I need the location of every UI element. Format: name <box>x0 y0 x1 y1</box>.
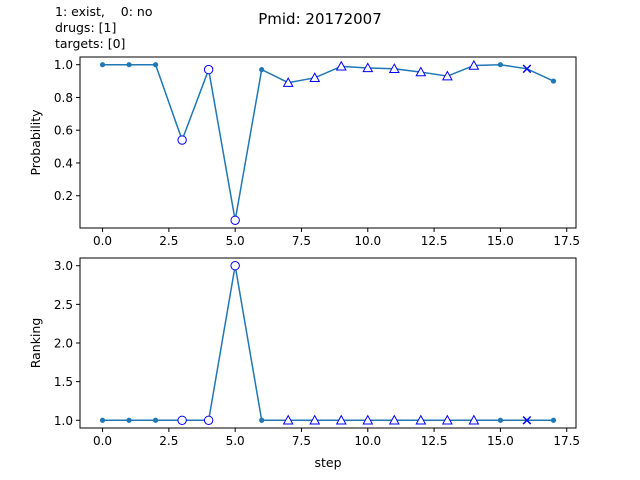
probability-xtick-label: 10.0 <box>354 234 381 248</box>
ranking-xtick-label: 12.5 <box>421 434 448 448</box>
probability-point-circle <box>203 64 214 75</box>
probability-point-triangle <box>388 63 400 73</box>
ranking-point-dot <box>126 417 132 423</box>
probability-point-triangle <box>282 77 294 87</box>
probability-point-triangle <box>468 59 480 70</box>
probability-xtick-label: 0.0 <box>93 234 112 248</box>
ranking-subplot: 0.0 2.5 5.0 7.5 10.0 12.5 15.0 17.5 1.0 1.5 2.0 2.5… <box>28 257 580 470</box>
ranking-xtick-label: 5.0 <box>226 434 245 448</box>
ranking-point-circle <box>230 261 240 271</box>
legend-text-line-1: 1: exist, 0: no <box>55 4 152 19</box>
ranking-ytick-label: 1.0 <box>54 414 73 428</box>
ranking-point-dot <box>550 417 557 423</box>
ranking-point-triangle <box>468 414 480 425</box>
probability-xtick-label: 7.5 <box>292 234 311 248</box>
probability-point-triangle <box>441 70 453 81</box>
probability-xtick-label: 17.5 <box>553 234 580 248</box>
ranking-xtick-label: 17.5 <box>553 434 580 448</box>
ranking-point-triangle <box>415 414 427 425</box>
ranking-point-circle <box>203 415 214 425</box>
ranking-xlabel: step <box>314 455 341 470</box>
legend-text-line-2: drugs: [1] <box>55 20 116 35</box>
probability-ytick-label: 0.2 <box>54 189 73 203</box>
probability-series-line <box>102 63 554 221</box>
probability-point-dot <box>99 62 106 68</box>
probability-xtick-label: 2.5 <box>159 234 178 248</box>
probability-point-circle <box>177 135 187 145</box>
ranking-point-dot <box>152 417 159 423</box>
probability-point-circle <box>230 215 240 226</box>
ranking-point-dot <box>497 417 504 423</box>
chart-title: Pmid: 20172007 <box>258 10 382 28</box>
probability-subplot: 0.0 2.5 5.0 7.5 10.0 12.5 15.0 17.5 0.2 0.4 0.6 0.8… <box>28 56 580 248</box>
ranking-point-x <box>522 415 532 425</box>
probability-ytick-label: 0.4 <box>54 156 73 170</box>
probability-point-dot <box>497 62 504 68</box>
ranking-point-triangle <box>335 414 347 425</box>
probability-ytick-label: 1.0 <box>54 58 73 72</box>
ranking-point-circle <box>177 415 187 425</box>
probability-xtick-label: 15.0 <box>487 234 514 248</box>
ranking-point-dot <box>259 417 265 423</box>
probability-ylabel: Probability <box>28 109 43 176</box>
probability-point-dot <box>550 78 557 84</box>
ranking-xtick-label: 15.0 <box>487 434 514 448</box>
probability-ytick-label: 0.6 <box>54 124 73 138</box>
probability-point-dot <box>259 67 265 73</box>
ranking-point-triangle <box>309 414 321 425</box>
probability-ytick-label: 0.8 <box>54 91 73 105</box>
probability-point-triangle <box>415 66 427 77</box>
probability-axes-frame <box>79 56 577 229</box>
legend-text-line-3: targets: [0] <box>55 36 125 51</box>
probability-xtick-label: 5.0 <box>226 234 245 248</box>
ranking-point-triangle <box>388 414 400 425</box>
ranking-ytick-label: 1.5 <box>54 375 73 389</box>
ranking-ytick-label: 2.5 <box>54 298 73 312</box>
probability-xtick-label: 12.5 <box>421 234 448 248</box>
ranking-xtick-label: 7.5 <box>292 434 311 448</box>
ranking-point-triangle <box>362 414 374 425</box>
probability-point-x <box>522 64 532 74</box>
probability-point-triangle <box>335 60 347 71</box>
probability-point-dot <box>126 62 132 68</box>
ranking-ytick-label: 2.0 <box>54 337 73 351</box>
probability-point-triangle <box>362 62 374 73</box>
ranking-ytick-label: 3.0 <box>54 259 73 273</box>
ranking-axes-frame <box>79 257 577 429</box>
probability-point-triangle <box>309 72 321 82</box>
probability-point-dot <box>152 62 159 68</box>
ranking-xtick-label: 2.5 <box>159 434 178 448</box>
ranking-xtick-label: 0.0 <box>93 434 112 448</box>
ranking-point-dot <box>99 417 106 423</box>
ranking-ylabel: Ranking <box>28 318 43 369</box>
ranking-xtick-label: 10.0 <box>354 434 381 448</box>
ranking-point-triangle <box>282 414 294 425</box>
ranking-series-line <box>102 265 554 422</box>
ranking-point-triangle <box>441 414 453 425</box>
